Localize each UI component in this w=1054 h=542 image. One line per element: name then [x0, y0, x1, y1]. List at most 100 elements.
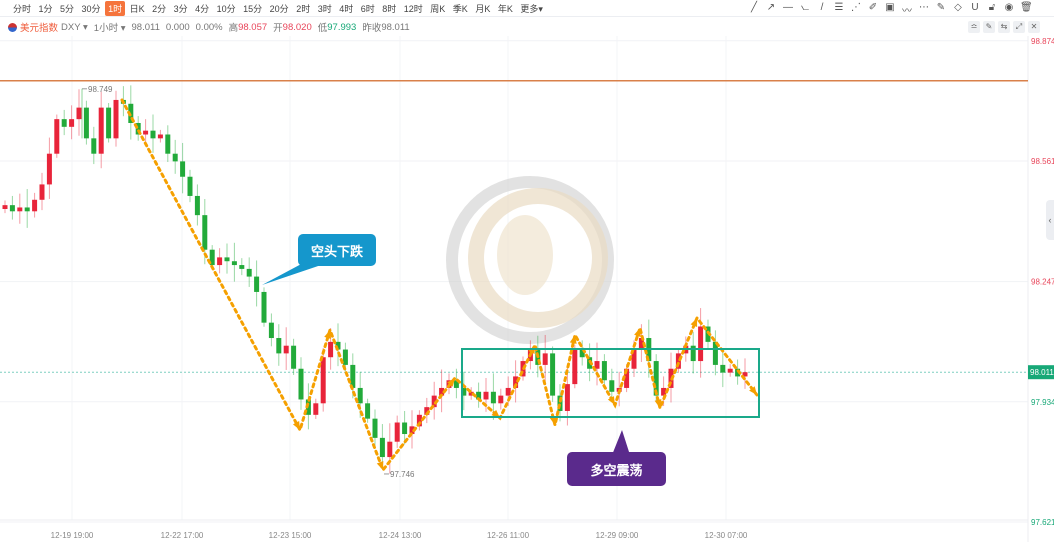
period-tab[interactable]: 3分 [173, 3, 188, 14]
period-tab[interactable]: 月K [475, 3, 491, 14]
candle [416, 414, 422, 427]
period-tab[interactable]: 12时 [403, 3, 423, 14]
period-tab[interactable]: 周K [430, 3, 446, 14]
period-tab[interactable]: 1分 [38, 3, 53, 14]
candle [246, 268, 252, 277]
trend-arrow [569, 335, 577, 344]
candle [453, 380, 459, 388]
interval-select[interactable]: 1小时 ▾ [93, 23, 126, 34]
period-tab[interactable]: 更多▾ [520, 3, 543, 14]
lock-icon[interactable]: 🔓︎ [988, 2, 996, 13]
period-tab[interactable]: 10分 [216, 3, 236, 14]
symbol-name[interactable]: 美元指数 [20, 23, 59, 34]
candle [39, 184, 45, 200]
period-tab[interactable]: 30分 [81, 3, 101, 14]
current-price-badge [1028, 365, 1054, 380]
candle [24, 207, 30, 212]
fib-icon[interactable]: ☰ [834, 2, 844, 13]
horizontal-line-icon[interactable]: — [783, 2, 793, 13]
symbol-info-bar: 美元指数 DXY ▾ 1小时 ▾ 98.011 0.000 0.00% 高 98.… [0, 19, 416, 35]
candle [505, 387, 511, 396]
period-tab[interactable]: 日K [129, 3, 145, 14]
trash-icon[interactable]: 🗑︎ [1020, 2, 1033, 13]
note-icon[interactable]: ✎ [936, 2, 946, 13]
candle [461, 387, 467, 396]
period-tab[interactable]: 1时 [105, 0, 126, 16]
candle [283, 345, 289, 354]
candle [328, 341, 334, 358]
bear-callout-tail [262, 262, 330, 285]
period-tab[interactable]: 2分 [152, 3, 167, 14]
draw-icon[interactable]: ✎ [983, 21, 995, 33]
fan-icon[interactable]: ⋰ [851, 2, 861, 13]
candle [46, 153, 52, 185]
candle [653, 361, 659, 396]
period-tabs: 分时 1分 5分 30分 1时 日K 2分 3分 4分 10分 15分 20分 2时 3时 4时 6时 8时 12… [0, 0, 547, 16]
period-tab[interactable]: 2时 [296, 3, 311, 14]
trend-arrow [749, 386, 757, 395]
candle [372, 418, 378, 438]
image-icon[interactable]: ▣ [885, 2, 895, 13]
candle [557, 395, 563, 411]
candle [165, 134, 171, 154]
trend-arrow [324, 330, 331, 339]
high-label: 高 [228, 23, 239, 34]
candle [468, 391, 474, 396]
candle [394, 422, 400, 442]
close-icon[interactable]: ✕ [1028, 21, 1040, 33]
brush-icon[interactable]: ✐ [868, 2, 878, 13]
candle [113, 99, 119, 139]
candle [387, 441, 393, 458]
period-tab[interactable]: 4时 [339, 3, 354, 14]
period-tab[interactable]: 4分 [195, 3, 210, 14]
change-pct: 0.00% [195, 21, 223, 33]
candle [720, 364, 726, 373]
candle [83, 107, 89, 139]
more-icon[interactable]: ⋯ [919, 2, 929, 13]
range-callout: 多空震荡 [567, 452, 666, 486]
magnet-icon[interactable]: U [971, 2, 979, 13]
indicator-icon[interactable]: ≏ [968, 21, 980, 33]
trend-line-icon[interactable]: ╱ [750, 2, 758, 13]
candle [180, 161, 186, 177]
symbol-code[interactable]: DXY ▾ [61, 21, 88, 33]
period-tab[interactable]: 年K [497, 3, 513, 14]
period-tab[interactable]: 15分 [243, 3, 263, 14]
candle [98, 107, 104, 154]
prev-close-label: 昨收 [362, 23, 382, 34]
side-panel-toggle[interactable]: ‹ [1046, 200, 1054, 240]
candle [194, 195, 200, 216]
candle [476, 391, 482, 400]
compare-icon[interactable]: ⇆ [998, 21, 1010, 33]
period-tab[interactable]: 6时 [360, 3, 375, 14]
period-tab[interactable]: 分时 [13, 3, 32, 14]
price-tick: 97.934 [1031, 398, 1054, 407]
period-tab[interactable]: 8时 [382, 3, 397, 14]
period-tab[interactable]: 季K [452, 3, 468, 14]
trend-arrow [654, 399, 662, 408]
candle [712, 341, 718, 365]
candle [594, 361, 600, 369]
trend-arrow [634, 328, 641, 337]
candle [150, 130, 156, 139]
period-tab[interactable]: 3时 [317, 3, 332, 14]
price-tick: 98.874 [1031, 37, 1054, 46]
candlestick-chart[interactable]: 98.749 97.746 98.874 98.561 98.247 97.934 97.6… [0, 36, 1054, 542]
period-tab[interactable]: 20分 [269, 3, 289, 14]
candle [342, 349, 348, 365]
period-tab[interactable]: 5分 [60, 3, 75, 14]
chart-controls: ≏ ✎ ⇆ ⤢ ✕ [968, 21, 1040, 33]
trend-arrow [376, 461, 384, 470]
eraser-icon[interactable]: ◇ [954, 2, 962, 13]
fullscreen-icon[interactable]: ⤢ [1013, 21, 1025, 33]
high-value: 98.057 [238, 21, 268, 33]
chart-pattern-icon[interactable]: 〰 [902, 6, 912, 17]
trend-arrow [292, 421, 300, 430]
candle [350, 364, 356, 388]
candle [2, 205, 8, 209]
ray-icon[interactable]: ↗ [766, 2, 776, 13]
eye-icon[interactable]: ◉ [1004, 2, 1014, 13]
segment-icon[interactable]: / [820, 2, 824, 13]
candle [690, 345, 696, 362]
polyline-icon[interactable]: ⦦ [800, 2, 810, 13]
